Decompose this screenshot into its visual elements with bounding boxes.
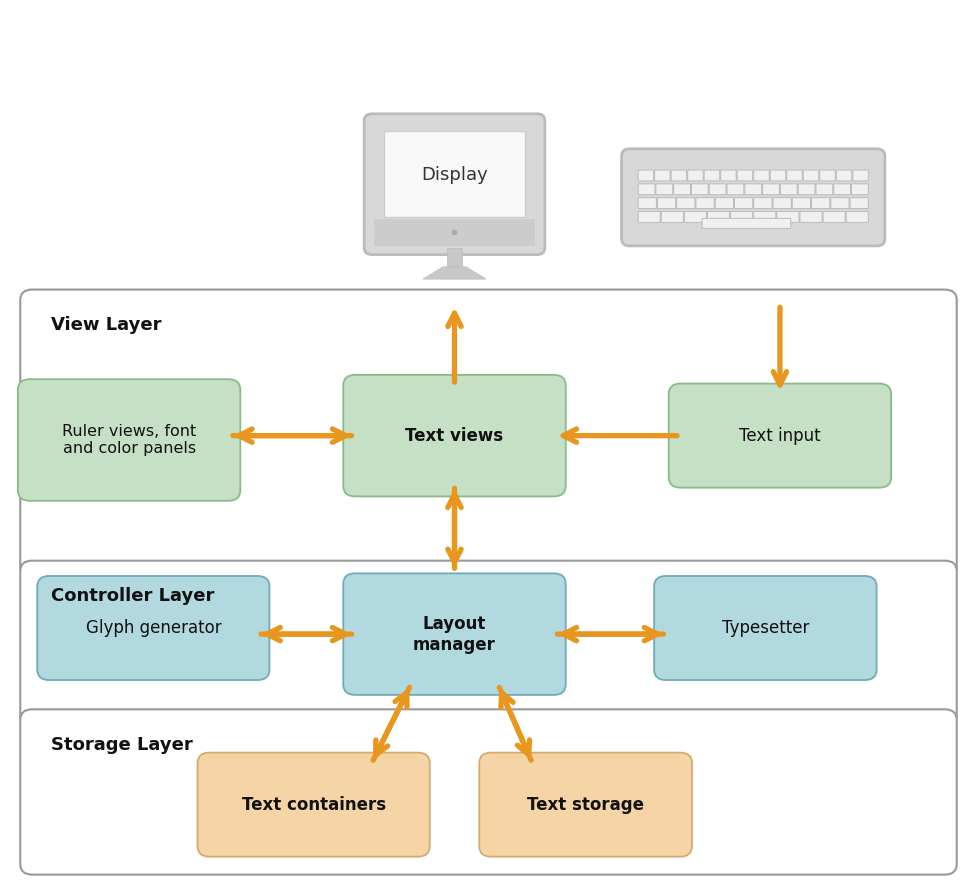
Text: Typesetter: Typesetter (722, 619, 809, 637)
FancyBboxPatch shape (656, 184, 673, 194)
FancyBboxPatch shape (21, 709, 956, 875)
FancyBboxPatch shape (21, 561, 956, 726)
FancyBboxPatch shape (621, 149, 885, 246)
FancyBboxPatch shape (661, 211, 683, 223)
FancyBboxPatch shape (744, 184, 762, 194)
FancyBboxPatch shape (671, 170, 687, 181)
FancyBboxPatch shape (798, 184, 815, 194)
Bar (446, 247, 462, 267)
FancyBboxPatch shape (738, 170, 752, 181)
FancyBboxPatch shape (638, 184, 655, 194)
Text: Text views: Text views (405, 427, 503, 444)
FancyBboxPatch shape (655, 576, 876, 680)
FancyBboxPatch shape (709, 184, 726, 194)
FancyBboxPatch shape (707, 211, 730, 223)
Text: Display: Display (421, 166, 488, 185)
FancyBboxPatch shape (786, 170, 802, 181)
FancyBboxPatch shape (770, 170, 786, 181)
FancyBboxPatch shape (830, 198, 849, 209)
Text: Text storage: Text storage (528, 796, 644, 814)
FancyBboxPatch shape (374, 219, 535, 246)
Text: Text input: Text input (740, 427, 821, 444)
FancyBboxPatch shape (638, 211, 660, 223)
Text: Controller Layer: Controller Layer (52, 587, 215, 605)
FancyBboxPatch shape (792, 198, 811, 209)
FancyBboxPatch shape (823, 211, 845, 223)
FancyBboxPatch shape (735, 198, 752, 209)
FancyBboxPatch shape (37, 576, 270, 680)
FancyBboxPatch shape (753, 170, 769, 181)
Text: View Layer: View Layer (52, 316, 162, 334)
FancyBboxPatch shape (688, 170, 703, 181)
FancyBboxPatch shape (696, 198, 714, 209)
FancyBboxPatch shape (753, 198, 772, 209)
FancyBboxPatch shape (727, 184, 743, 194)
FancyBboxPatch shape (781, 184, 797, 194)
FancyBboxPatch shape (800, 211, 822, 223)
FancyBboxPatch shape (846, 211, 869, 223)
FancyBboxPatch shape (731, 211, 752, 223)
FancyBboxPatch shape (692, 184, 708, 194)
Text: Text containers: Text containers (241, 796, 386, 814)
FancyBboxPatch shape (702, 218, 790, 229)
FancyBboxPatch shape (655, 170, 670, 181)
FancyBboxPatch shape (721, 170, 737, 181)
FancyBboxPatch shape (21, 290, 956, 577)
Text: Glyph generator: Glyph generator (86, 619, 221, 637)
Text: Ruler views, font
and color panels: Ruler views, font and color panels (62, 424, 196, 456)
FancyBboxPatch shape (677, 198, 695, 209)
FancyBboxPatch shape (18, 379, 240, 501)
FancyBboxPatch shape (763, 184, 780, 194)
FancyBboxPatch shape (384, 131, 526, 217)
FancyBboxPatch shape (684, 211, 706, 223)
FancyBboxPatch shape (812, 198, 829, 209)
FancyBboxPatch shape (638, 170, 654, 181)
FancyBboxPatch shape (343, 574, 566, 695)
FancyBboxPatch shape (197, 752, 430, 856)
FancyBboxPatch shape (853, 170, 869, 181)
FancyBboxPatch shape (803, 170, 819, 181)
FancyBboxPatch shape (715, 198, 734, 209)
FancyBboxPatch shape (777, 211, 799, 223)
FancyBboxPatch shape (704, 170, 720, 181)
FancyBboxPatch shape (852, 184, 869, 194)
FancyBboxPatch shape (343, 375, 566, 496)
FancyBboxPatch shape (820, 170, 835, 181)
FancyBboxPatch shape (850, 198, 869, 209)
FancyBboxPatch shape (668, 384, 891, 488)
FancyBboxPatch shape (364, 114, 545, 254)
FancyBboxPatch shape (816, 184, 832, 194)
FancyBboxPatch shape (773, 198, 791, 209)
FancyBboxPatch shape (480, 752, 692, 856)
FancyBboxPatch shape (674, 184, 691, 194)
FancyBboxPatch shape (638, 198, 657, 209)
FancyBboxPatch shape (753, 211, 776, 223)
FancyBboxPatch shape (833, 184, 851, 194)
FancyBboxPatch shape (836, 170, 852, 181)
FancyBboxPatch shape (658, 198, 676, 209)
Text: Layout
manager: Layout manager (413, 615, 496, 654)
Text: Storage Layer: Storage Layer (52, 736, 193, 753)
Polygon shape (423, 267, 487, 279)
